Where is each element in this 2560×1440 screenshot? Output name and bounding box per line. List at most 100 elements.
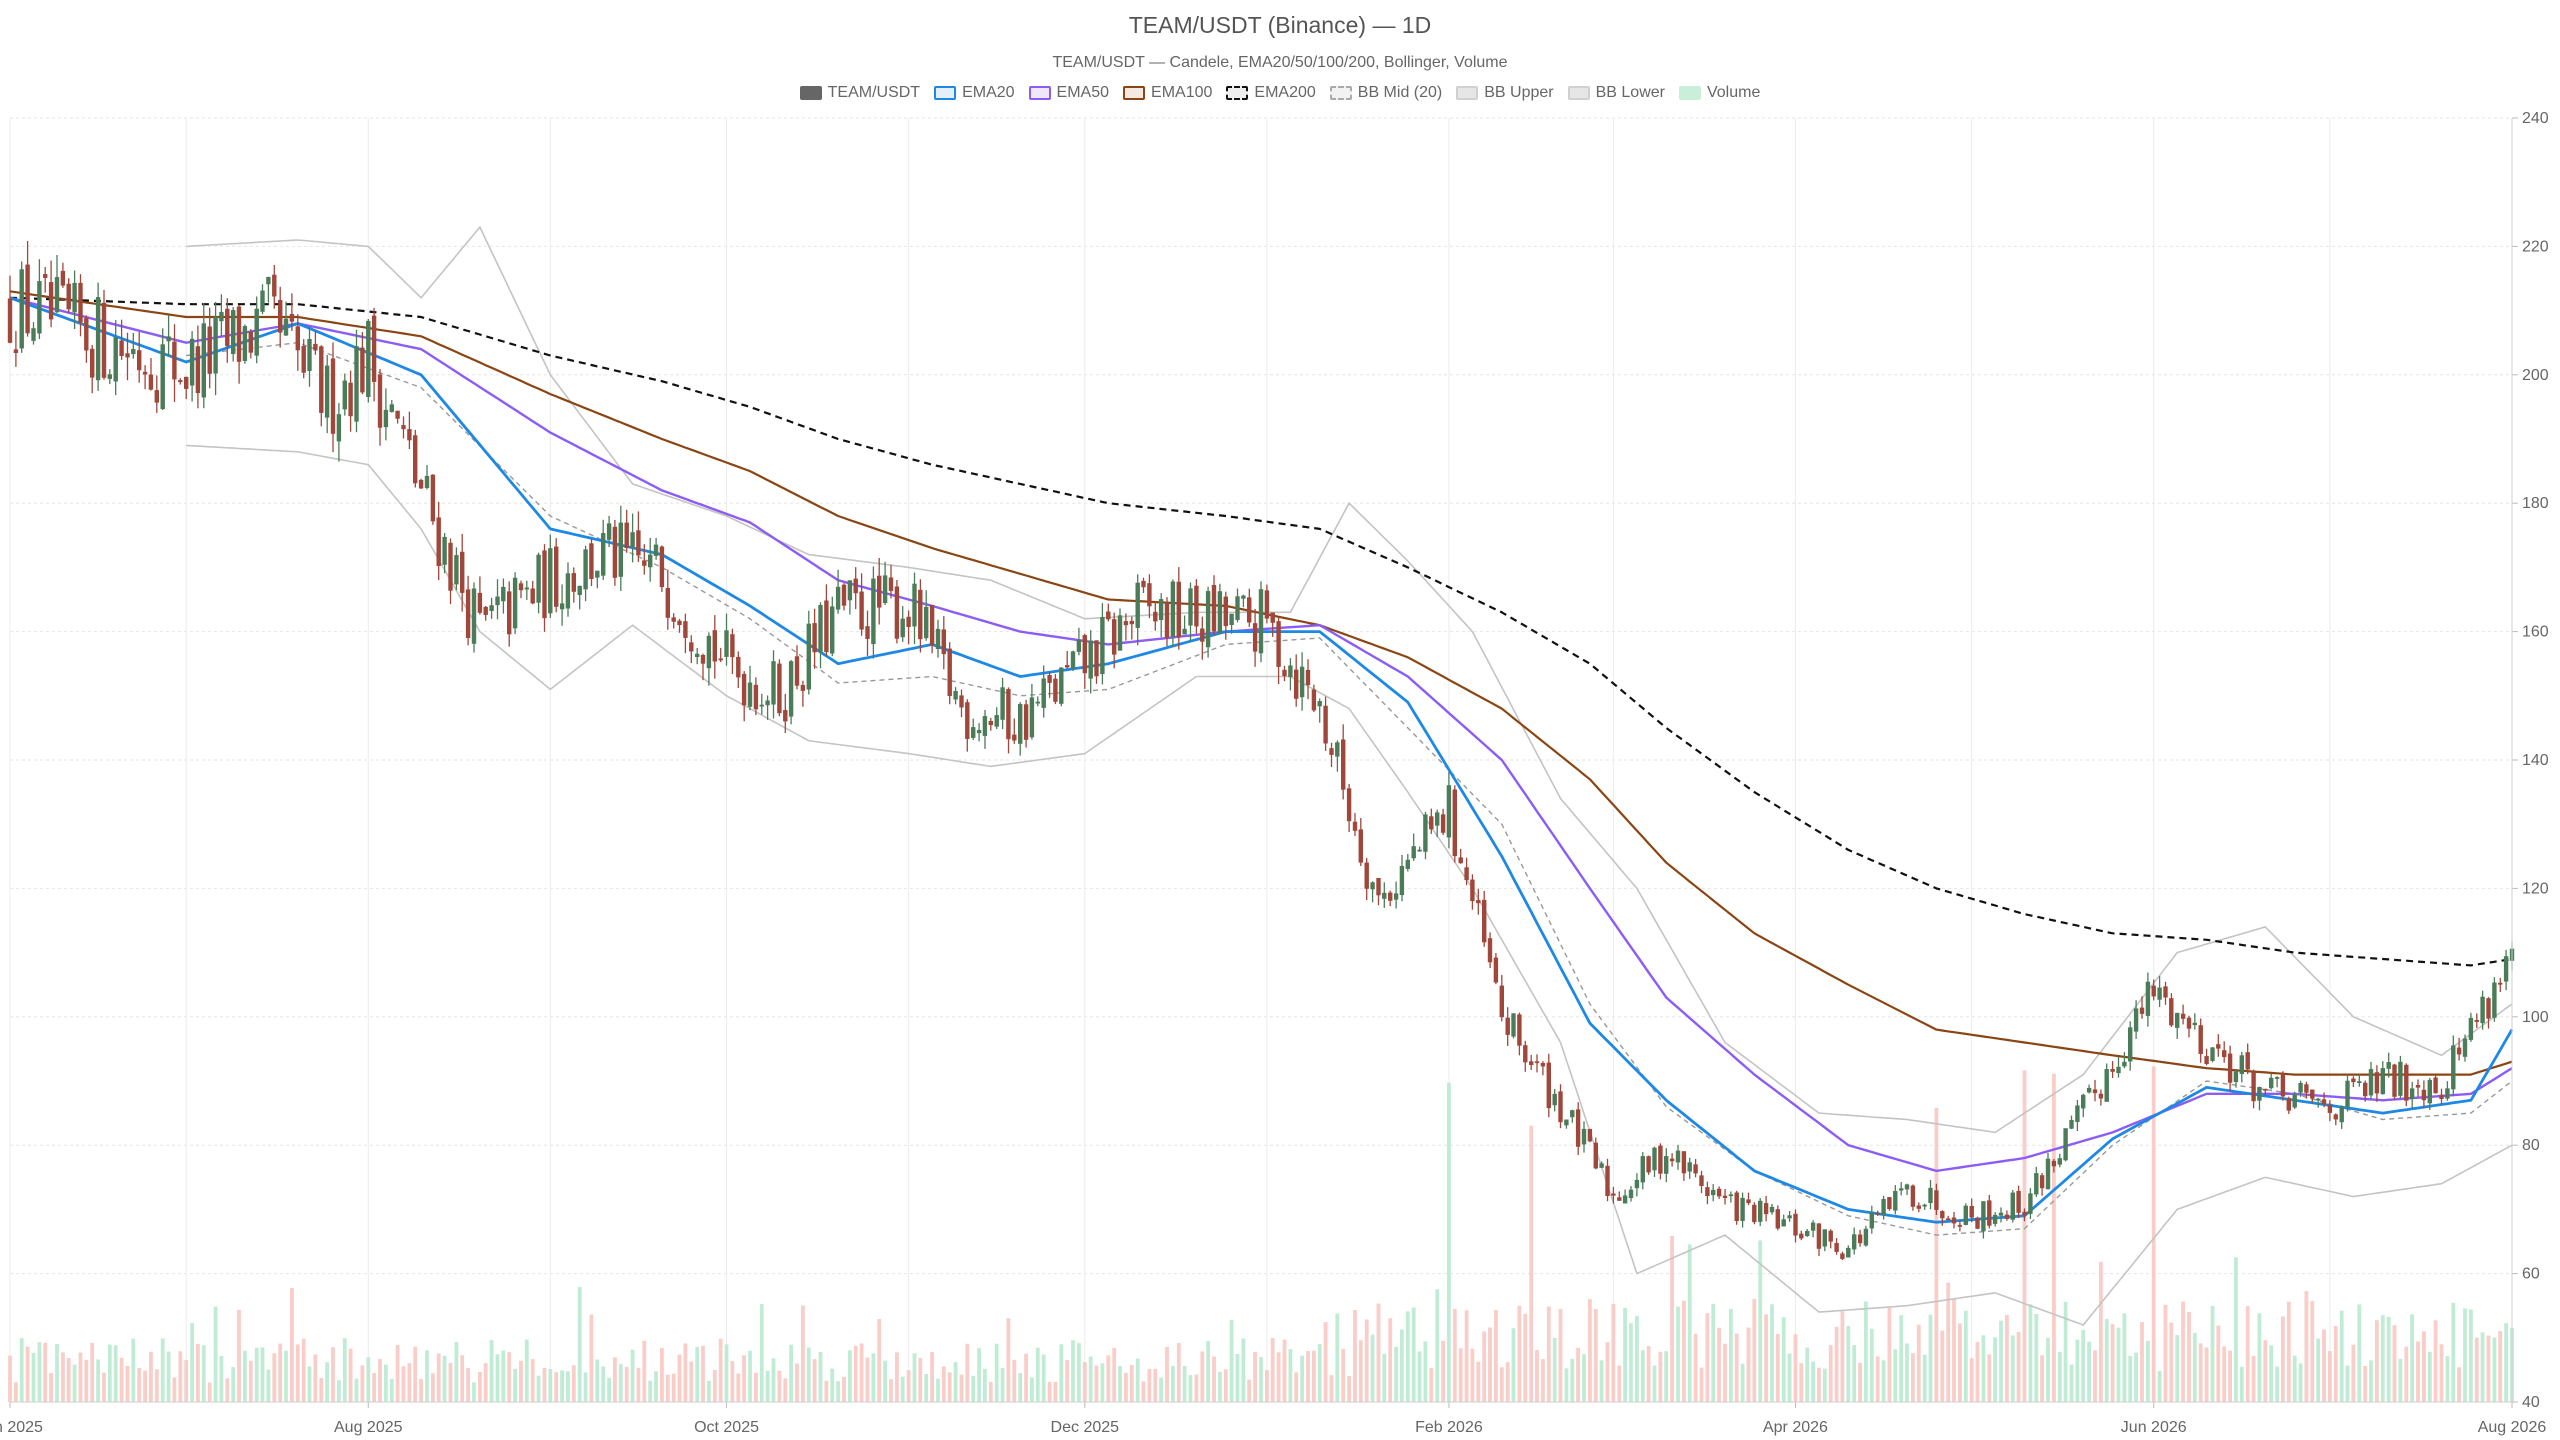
volume-bar <box>2081 1329 2086 1402</box>
volume-bar <box>1640 1350 1645 1402</box>
candle-body <box>1992 1214 1998 1224</box>
candle-body <box>1946 1218 1951 1221</box>
candle-body <box>671 617 676 622</box>
volume-bar <box>865 1357 870 1402</box>
volume-bar <box>795 1363 799 1402</box>
candle-body <box>524 587 530 590</box>
volume-bar <box>2310 1301 2315 1402</box>
candle-body <box>131 348 136 354</box>
legend-item-volume[interactable]: Volume <box>1678 84 1760 102</box>
candle-body <box>847 580 853 601</box>
legend-item-bb-mid[interactable]: BB Mid (20) <box>1329 84 1442 102</box>
volume-bar <box>736 1373 741 1402</box>
legend-item-ema50[interactable]: EMA50 <box>1028 84 1109 102</box>
volume-bar <box>1400 1329 1404 1402</box>
candle-body <box>1758 1200 1763 1222</box>
volume-bar <box>1059 1344 1064 1402</box>
candle-body <box>2086 1087 2092 1093</box>
legend-item-bb-upper[interactable]: BB Upper <box>1456 84 1554 102</box>
volume-bar <box>2386 1316 2391 1402</box>
candle-body <box>1358 829 1364 863</box>
volume-bar <box>1846 1325 1851 1402</box>
legend-item-price[interactable]: TEAM/USDT <box>799 84 920 102</box>
candle-body <box>1893 1191 1898 1211</box>
volume-bar <box>2151 1066 2156 1402</box>
volume-bar <box>2034 1314 2039 1402</box>
volume-bar <box>1071 1340 1075 1402</box>
volume-bar <box>707 1380 711 1402</box>
candle-body <box>148 374 154 390</box>
volume-bar <box>2328 1351 2332 1402</box>
volume-bar <box>1705 1313 1710 1402</box>
candle-body <box>2439 1094 2444 1099</box>
candle-body <box>1822 1229 1828 1247</box>
volume-bar <box>2286 1301 2291 1402</box>
volume-bar <box>1294 1372 1299 1402</box>
candle-body <box>313 343 318 351</box>
volume-bar <box>1505 1362 1510 1402</box>
candle-body <box>2045 1158 2051 1190</box>
volume-bar <box>2445 1356 2450 1402</box>
candle-body <box>2186 1017 2192 1029</box>
candle-body <box>189 338 195 386</box>
candle-body <box>1746 1199 1751 1204</box>
volume-bar <box>1729 1309 1733 1402</box>
volume-bar <box>1993 1337 1997 1402</box>
legend-item-bb-lower[interactable]: BB Lower <box>1567 84 1665 102</box>
volume-bar <box>601 1366 606 1402</box>
candle-body <box>1435 812 1440 826</box>
candle-body <box>788 661 794 717</box>
legend-label-ema200: EMA200 <box>1254 84 1316 101</box>
candle-body <box>1987 1200 1992 1226</box>
volume-bar <box>1593 1309 1598 1402</box>
volume-bar <box>801 1305 805 1402</box>
candle-body <box>2169 998 2174 1026</box>
volume-bar <box>2333 1326 2338 1402</box>
volume-bar <box>1869 1328 1874 1402</box>
volume-bar <box>1793 1334 1798 1402</box>
volume-bar <box>14 1382 18 1402</box>
volume-bar <box>789 1344 793 1402</box>
volume-bar <box>1282 1339 1287 1402</box>
volume-bar <box>1811 1361 1815 1402</box>
candle-body <box>2363 1082 2368 1097</box>
axis-layer: 40 60 80 100 120 140 160 180 200 220 240 Jun 2025 Au… <box>0 110 2549 1436</box>
candle-body <box>2216 1044 2221 1049</box>
candle-body <box>242 326 248 361</box>
grid-layer <box>9 117 2513 1403</box>
volume-bar <box>2410 1314 2414 1402</box>
candle-body <box>1182 628 1187 635</box>
candle-body <box>1681 1151 1687 1174</box>
candle-body <box>178 380 183 383</box>
candle-body <box>2104 1069 2109 1102</box>
volume-bar <box>2357 1304 2362 1402</box>
legend-item-ema100[interactable]: EMA100 <box>1123 84 1212 102</box>
legend-item-ema200[interactable]: EMA200 <box>1226 84 1316 102</box>
volume-bar <box>313 1354 318 1402</box>
volume-bar <box>1676 1306 1680 1402</box>
volume-bar <box>1323 1322 1328 1402</box>
legend-item-ema20[interactable]: EMA20 <box>934 84 1015 102</box>
volume-bar <box>1405 1311 1410 1402</box>
candle-body <box>137 350 142 371</box>
candle-body <box>2480 996 2485 1024</box>
candle-body <box>248 331 253 353</box>
volume-bar <box>501 1350 506 1402</box>
volume-bar <box>1035 1347 1040 1402</box>
candle-body <box>771 661 776 705</box>
candle-body <box>2451 1045 2456 1090</box>
volume-bar <box>272 1353 277 1402</box>
candle-body <box>1482 899 1487 943</box>
candle-body <box>1476 900 1481 904</box>
candle-body <box>2122 1061 2127 1067</box>
y-tick-label: 160 <box>2522 624 2549 641</box>
volume-bar <box>883 1360 887 1402</box>
volume-bar <box>2016 1332 2021 1402</box>
candle-body <box>283 318 289 336</box>
volume-bar <box>166 1351 171 1402</box>
volume-bar <box>2316 1338 2321 1402</box>
candle-body <box>506 591 512 635</box>
candle-body <box>225 308 230 347</box>
candle-body <box>2245 1052 2250 1070</box>
